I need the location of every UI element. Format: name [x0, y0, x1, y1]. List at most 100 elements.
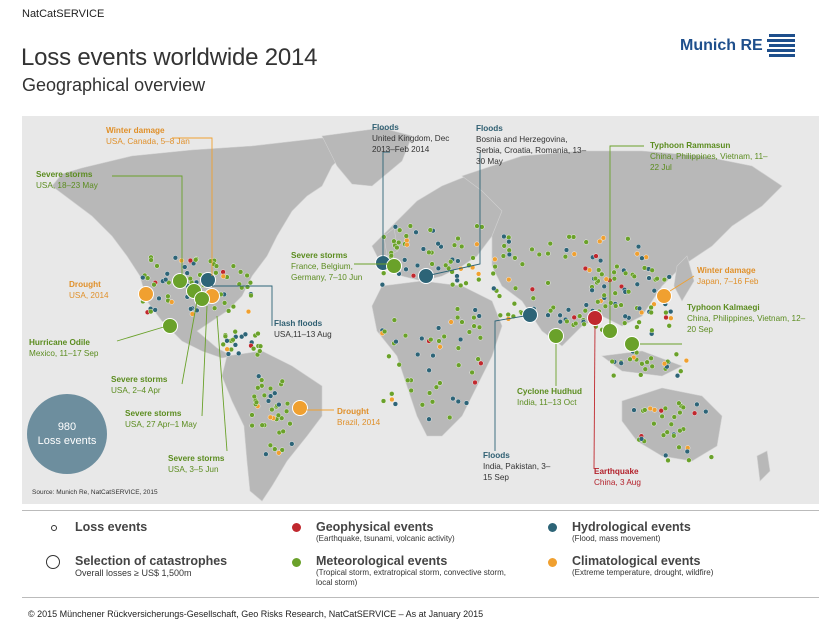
loss-event-dot [611, 373, 617, 379]
callout-severe-storms-europe: Severe storms France, Belgium, Germany, 7… [291, 251, 363, 282]
loss-event-dot [671, 433, 677, 439]
loss-event-dot [249, 423, 255, 429]
callout-drought-brazil: Drought Brazil, 2014 [337, 407, 381, 427]
new-zealand-land [756, 450, 771, 482]
callout-typhoon-kalmaegi: Typhoon Kalmaegi China, Philippines, Viet… [687, 303, 806, 334]
loss-event-dot [589, 287, 595, 293]
loss-event-dot [184, 270, 190, 276]
loss-event-dot [410, 273, 417, 279]
legend-divider-top [22, 510, 819, 511]
loss-event-dot [597, 258, 604, 264]
loss-event-dot [257, 343, 264, 349]
loss-event-dot [267, 414, 274, 420]
loss-event-dot [267, 442, 274, 448]
loss-event-dot [506, 251, 513, 258]
loss-event-dot [557, 312, 563, 318]
loss-event-dot [642, 407, 648, 413]
loss-event-dot [648, 309, 654, 316]
leader-lines-layer [112, 137, 695, 470]
loss-event-dot [618, 283, 625, 290]
landmasses [51, 127, 783, 502]
loss-event-dot [676, 444, 682, 450]
loss-event-dot [396, 362, 402, 368]
loss-event-dot [166, 280, 172, 286]
loss-event-dot [476, 324, 483, 330]
loss-event-dot [265, 398, 272, 404]
loss-event-dot [140, 275, 146, 281]
loss-event-dot [472, 307, 478, 313]
selection-catastrophe-icon [46, 555, 60, 569]
loss-event-dot [193, 257, 199, 263]
loss-event-dot [222, 300, 228, 306]
loss-event-dot [512, 285, 519, 291]
loss-event-dot [636, 305, 643, 312]
loss-event-dot [501, 233, 507, 240]
loss-event-dot [279, 378, 285, 384]
page-subtitle: Geographical overview [22, 75, 206, 95]
callout-leader-line [425, 152, 481, 277]
loss-event-dot [458, 282, 464, 289]
loss-event-dot [557, 319, 563, 325]
loss-event-dot [394, 245, 400, 251]
loss-event-dot [187, 257, 194, 264]
loss-event-dot [397, 227, 403, 233]
loss-event-dot [622, 313, 628, 319]
loss-event-dot [259, 422, 265, 428]
loss-event-dot [437, 380, 443, 386]
callout-leader-line [116, 325, 168, 342]
loss-event-dot [152, 307, 158, 313]
total-count: 980 [57, 421, 77, 433]
loss-event-dot [222, 333, 229, 339]
loss-event-dot [433, 384, 440, 390]
loss-event-dot [426, 367, 432, 373]
loss-event-dot [454, 277, 460, 284]
loss-event-dot [478, 360, 484, 366]
loss-event-dot [476, 313, 482, 319]
loss-event-dot [261, 392, 268, 399]
loss-event-dot [661, 277, 668, 283]
world-map-panel: Winter damage USA, Canada, 5–8 Jan Severe… [22, 116, 819, 504]
loss-event-dot [187, 276, 193, 282]
loss-event-dot [608, 300, 614, 306]
loss-event-dot [648, 355, 654, 361]
loss-event-dot [668, 315, 674, 321]
loss-event-dot [474, 241, 480, 247]
loss-event-dot [660, 432, 667, 438]
loss-event-dot [648, 304, 654, 311]
loss-event-dot [471, 315, 477, 321]
loss-event-dot [392, 401, 399, 407]
loss-event-dot [249, 412, 255, 418]
loss-event-dot [272, 390, 278, 396]
loss-event-dot [631, 273, 637, 280]
loss-event-dot [571, 251, 577, 257]
loss-event-dot [391, 238, 397, 244]
loss-event-dot [674, 373, 681, 379]
loss-event-dot [459, 243, 465, 250]
loss-event-dot [684, 448, 690, 455]
loss-event-dot [638, 436, 645, 442]
callout-leader-line [669, 275, 695, 292]
loss-event-dot [164, 271, 170, 277]
loss-event-dot [703, 409, 709, 415]
loss-event-dot [404, 242, 410, 248]
loss-event-dot [414, 262, 421, 269]
callout-leader-line [382, 151, 390, 256]
loss-event-dot [612, 290, 618, 296]
loss-event-dot [643, 254, 649, 260]
loss-event-dot [220, 341, 226, 348]
loss-event-dot [391, 317, 398, 323]
loss-event-dot [226, 308, 232, 314]
asia-land [461, 150, 783, 347]
loss-event-dot [614, 263, 620, 270]
loss-event-dot [635, 244, 642, 250]
loss-event-dot [664, 429, 670, 435]
loss-event-dot [597, 238, 603, 245]
loss-event-dot [631, 407, 637, 413]
loss-event-dot [577, 313, 583, 319]
loss-event-dot [232, 329, 238, 335]
page-title: Loss events worldwide 2014 [21, 44, 318, 71]
catastrophe-marker [194, 291, 210, 307]
loss-event-dot [512, 255, 518, 261]
callout-leader-line [494, 314, 531, 451]
copyright-footer: © 2015 Münchener Rückversicherungs-Gesel… [28, 609, 484, 619]
